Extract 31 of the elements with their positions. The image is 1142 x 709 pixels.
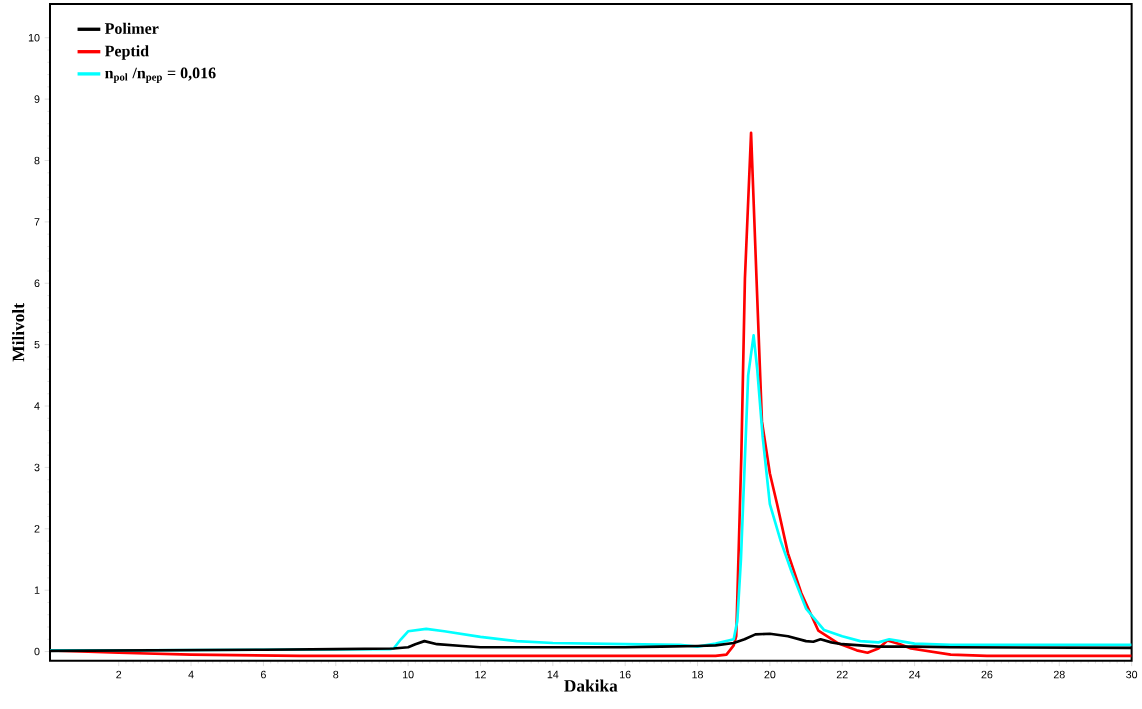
x-axis-title: Dakika (564, 679, 618, 692)
x-tick-label: 28 (1053, 670, 1065, 679)
y-tick-label: 5 (34, 341, 40, 349)
y-tick-label: 3 (34, 463, 40, 472)
x-tick-label: 18 (692, 670, 703, 679)
y-tick-label: 2 (34, 525, 40, 533)
legend-label: Peptid (104, 45, 149, 60)
x-tick-label: 26 (981, 670, 993, 679)
x-tick-label: 2 (116, 670, 122, 679)
y-tick-label: 8 (34, 156, 40, 165)
x-tick-label: 14 (547, 670, 559, 679)
y-tick-label: 7 (34, 218, 40, 226)
x-tick-label: 24 (909, 670, 921, 679)
y-tick-label: 1 (34, 586, 40, 594)
x-tick-label: 10 (403, 670, 414, 679)
x-tick-label: 4 (188, 670, 194, 679)
x-tick-label: 8 (333, 670, 339, 679)
x-tick-label: 30 (1126, 670, 1138, 679)
y-tick-label: 4 (34, 402, 40, 410)
x-tick-label: 16 (620, 670, 631, 679)
y-tick-label: 6 (34, 279, 40, 288)
x-tick-label: 6 (261, 670, 266, 679)
y-axis-title: Milivolt (12, 303, 25, 362)
legend-label: Polimer (104, 22, 159, 35)
y-tick-label: 9 (34, 95, 40, 104)
y-tick-label: 10 (28, 34, 40, 42)
x-tick-label: 20 (764, 670, 776, 679)
x-tick-label: 12 (475, 670, 486, 679)
x-tick-label: 22 (836, 670, 848, 679)
legend-label: n$_{pol}$ /n$_{pep}$ = 0,016 (105, 67, 216, 84)
y-tick-label: 0 (34, 647, 40, 656)
